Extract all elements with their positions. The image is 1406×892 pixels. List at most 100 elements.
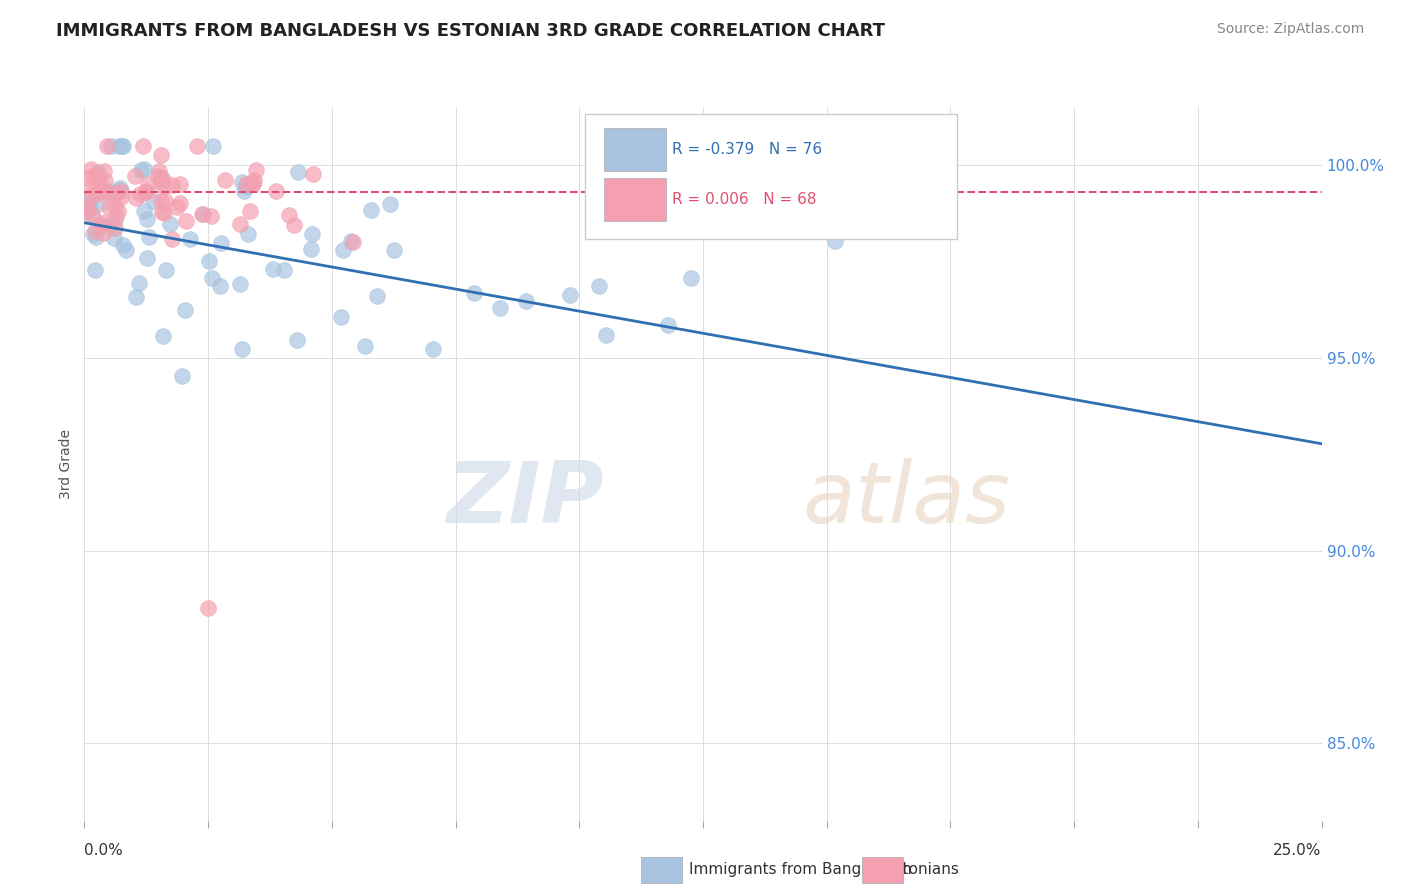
Point (76, 171, 98, 186)
Point (155, 262, 177, 277)
Point (242, 176, 264, 190)
Point (422, 342, 444, 356)
Point (94, 215, 117, 229)
Point (191, 207, 214, 221)
Point (172, 369, 194, 384)
Point (96, 139, 118, 153)
Point (108, 181, 131, 195)
Point (84, 224, 107, 238)
Point (588, 279, 610, 293)
Point (125, 290, 148, 304)
Point (148, 164, 170, 178)
Point (678, 219, 700, 234)
Point (136, 251, 159, 265)
Point (235, 177, 257, 191)
Point (105, 211, 128, 225)
Point (83, 262, 105, 277)
Point (82, 210, 104, 224)
Point (148, 169, 170, 183)
Point (136, 177, 159, 191)
Point (94, 174, 117, 188)
Point (200, 209, 222, 223)
Point (152, 173, 174, 187)
Point (208, 278, 231, 293)
Point (141, 194, 163, 208)
Point (103, 230, 125, 244)
Point (283, 218, 305, 232)
Point (105, 185, 128, 199)
Point (232, 184, 254, 198)
Point (107, 203, 129, 218)
FancyBboxPatch shape (585, 114, 956, 239)
Point (231, 175, 253, 189)
Point (243, 173, 266, 187)
Text: IMMIGRANTS FROM BANGLADESH VS ESTONIAN 3RD GRADE CORRELATION CHART: IMMIGRANTS FROM BANGLADESH VS ESTONIAN 3… (56, 22, 886, 40)
Point (79, 192, 101, 206)
Point (149, 169, 172, 184)
Point (159, 217, 181, 231)
Point (160, 178, 183, 192)
Point (100, 219, 122, 234)
Text: atlas: atlas (801, 458, 1010, 541)
Point (86, 186, 108, 201)
FancyBboxPatch shape (605, 128, 666, 171)
Point (132, 161, 155, 176)
Point (150, 205, 173, 219)
Point (242, 177, 264, 191)
Text: 25.0%: 25.0% (1274, 843, 1322, 858)
Point (329, 310, 352, 324)
Point (114, 243, 136, 257)
Point (80, 187, 103, 202)
Point (197, 601, 219, 615)
Point (128, 276, 150, 290)
Point (91, 226, 114, 240)
Point (91, 219, 114, 234)
Point (108, 183, 131, 197)
Point (111, 138, 134, 153)
Point (681, 270, 703, 285)
Point (560, 287, 582, 301)
Point (103, 213, 125, 227)
Point (136, 212, 159, 227)
Point (111, 138, 134, 153)
Point (150, 148, 173, 162)
Text: 0.0%: 0.0% (84, 843, 124, 858)
Point (354, 339, 377, 353)
Point (124, 169, 146, 183)
Point (378, 197, 401, 211)
Point (186, 138, 208, 153)
Point (515, 294, 537, 309)
Text: Immigrants from Bangladesh: Immigrants from Bangladesh (689, 863, 911, 877)
Point (166, 200, 188, 214)
Point (824, 234, 846, 248)
Point (339, 234, 361, 248)
Point (150, 194, 173, 208)
Point (79, 197, 101, 211)
Point (110, 185, 132, 199)
Point (129, 187, 152, 202)
Point (96, 185, 118, 199)
Point (173, 303, 195, 318)
Point (100, 138, 122, 153)
Point (231, 342, 253, 356)
Point (125, 191, 148, 205)
Point (191, 207, 214, 221)
Point (489, 301, 512, 315)
Point (229, 218, 252, 232)
Point (89, 196, 111, 211)
Point (149, 176, 172, 190)
Point (84, 229, 107, 244)
Point (93, 163, 115, 178)
Point (132, 138, 155, 153)
Point (82, 206, 104, 220)
Point (155, 194, 177, 208)
Point (97, 200, 120, 214)
Point (80, 180, 103, 194)
Point (239, 203, 262, 218)
Point (200, 270, 222, 285)
Point (110, 190, 132, 204)
Point (595, 328, 617, 343)
Point (82, 227, 104, 242)
Point (160, 232, 183, 246)
Point (382, 243, 405, 257)
